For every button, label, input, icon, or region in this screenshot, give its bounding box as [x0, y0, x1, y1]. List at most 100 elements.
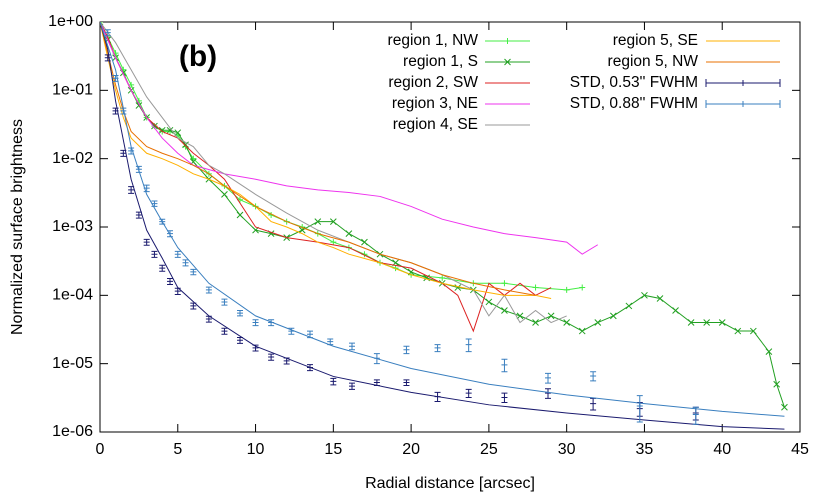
error-bar: [190, 268, 197, 276]
x-marker: [236, 211, 244, 219]
error-bar: [205, 315, 212, 323]
error-bar: [237, 309, 243, 317]
error-bar: [288, 327, 295, 335]
error-bar: [221, 327, 228, 335]
y-axis-label: Normalized surface brightness: [9, 119, 26, 335]
error-bar: [327, 338, 334, 346]
error-bar: [190, 302, 197, 310]
x-marker: [182, 141, 189, 149]
legend-label: STD, 0.88'' FWHM: [570, 95, 698, 112]
legend-label: STD, 0.53'' FWHM: [570, 74, 698, 91]
series-line: [100, 22, 599, 255]
error-bar: [174, 287, 181, 295]
legend-marker: [504, 58, 511, 66]
x-marker: [718, 319, 726, 326]
fit-line: [100, 22, 785, 417]
plus-marker: [330, 239, 337, 246]
error-bar: [373, 353, 380, 365]
error-bar: [403, 345, 410, 355]
plus-marker: [439, 274, 446, 281]
error-bar: [545, 388, 551, 399]
error-bar: [403, 379, 410, 386]
error-bar: [104, 29, 111, 37]
error-bar: [151, 200, 158, 207]
error-bar: [112, 107, 119, 115]
plus-marker: [532, 284, 539, 291]
error-bar: [692, 406, 699, 425]
legend-marker: [504, 38, 511, 44]
error-bar: [501, 392, 508, 404]
annotation: (b): [179, 40, 217, 73]
x-tick-label: 10: [247, 441, 265, 458]
x-tick-label: 15: [324, 441, 342, 458]
x-tick-label: 5: [173, 441, 182, 458]
error-bar: [112, 74, 119, 82]
plus-marker: [579, 284, 586, 291]
legend-marker: [705, 79, 781, 87]
x-marker: [345, 230, 353, 237]
x-tick-label: 45: [791, 441, 809, 458]
x-marker: [703, 319, 711, 326]
error-bar: [174, 250, 181, 258]
error-bar: [237, 336, 243, 344]
x-marker: [563, 319, 571, 326]
x-marker: [166, 126, 174, 134]
legend-label: region 4, SE: [393, 116, 478, 133]
error-bar: [128, 186, 135, 194]
x-marker: [151, 122, 158, 130]
x-marker: [329, 218, 337, 225]
error-bar: [590, 397, 597, 411]
x-marker: [734, 327, 742, 335]
series-line: [100, 22, 552, 299]
x-marker: [501, 307, 508, 314]
error-bar: [434, 391, 441, 402]
legend-label: region 1, S: [403, 53, 478, 70]
error-bar: [268, 319, 275, 327]
legend-label: region 3, NE: [392, 95, 478, 112]
error-bar: [349, 382, 355, 390]
legend-marker: [705, 100, 781, 108]
error-bar: [205, 286, 212, 294]
x-marker: [625, 302, 633, 310]
error-bar: [167, 278, 173, 286]
x-marker: [749, 327, 757, 335]
y-tick-label: 1e+00: [48, 13, 93, 30]
x-marker: [516, 312, 524, 320]
legend-label: region 5, NW: [608, 53, 699, 70]
error-bar: [349, 342, 355, 351]
fit-line: [100, 22, 785, 430]
error-bar: [182, 259, 189, 267]
error-bar: [252, 344, 259, 352]
series-line: [100, 22, 567, 324]
error-bar: [221, 298, 228, 306]
x-marker: [687, 319, 695, 326]
plus-marker: [501, 280, 508, 287]
x-marker: [773, 380, 781, 388]
x-tick-label: 30: [558, 441, 576, 458]
plus-marker: [563, 286, 570, 293]
error-bar: [283, 357, 290, 365]
legend-label: region 1, NW: [388, 32, 479, 49]
error-bar: [501, 358, 508, 373]
error-bar: [135, 165, 142, 173]
error-bar: [120, 149, 127, 157]
error-bar: [636, 395, 643, 423]
error-bar: [143, 184, 150, 193]
x-marker: [547, 312, 555, 320]
plot-area: [100, 22, 788, 430]
x-axis-label: Radial distance [arcsec]: [365, 475, 535, 492]
x-marker: [578, 327, 586, 335]
error-bar: [159, 264, 166, 272]
x-marker: [221, 191, 228, 198]
x-marker: [532, 319, 539, 326]
y-tick-label: 1e-04: [52, 287, 93, 304]
error-bar: [465, 388, 472, 398]
legend-label: region 2, SW: [388, 74, 478, 91]
error-bar: [307, 330, 313, 339]
error-bar: [120, 107, 127, 115]
x-tick-label: 0: [96, 441, 105, 458]
error-bar: [590, 371, 597, 382]
x-marker: [361, 238, 368, 246]
error-bar: [128, 147, 135, 155]
